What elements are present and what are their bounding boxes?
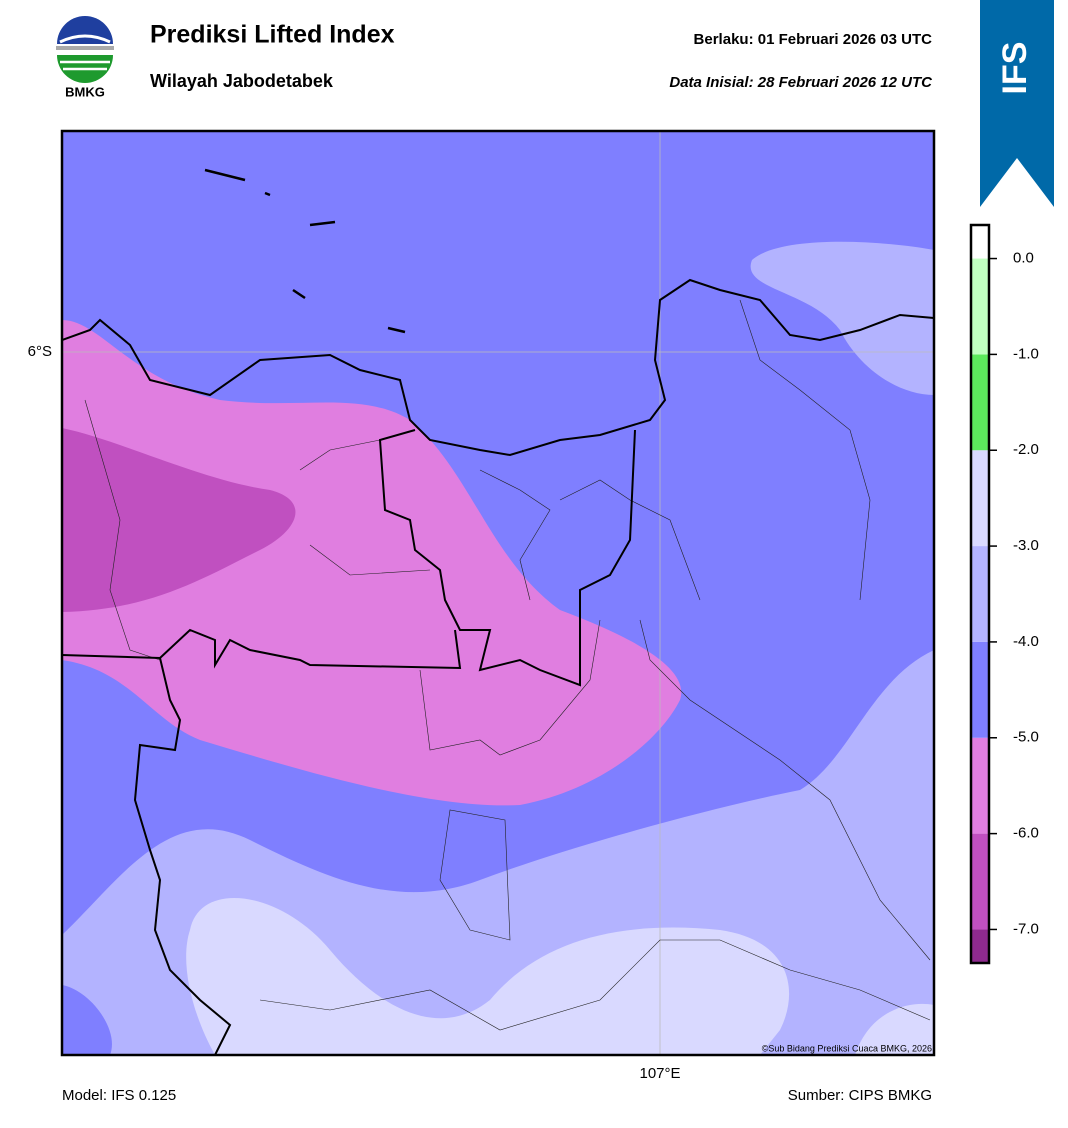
lat-label: 6°S bbox=[28, 343, 52, 360]
subtitle: Wilayah Jabodetabek bbox=[150, 71, 334, 91]
colorbar-segment bbox=[971, 354, 989, 451]
colorbar-segment bbox=[971, 929, 989, 963]
colorbar-segment bbox=[971, 258, 989, 355]
colorbar-segment bbox=[971, 833, 989, 930]
colorbar-tick-label: -4.0 bbox=[1013, 633, 1039, 650]
logo: BMKG bbox=[56, 16, 114, 99]
colorbar-segment bbox=[971, 450, 989, 547]
map-frame bbox=[60, 129, 936, 1057]
lon-label: 107°E bbox=[639, 1065, 680, 1082]
colorbar-frame bbox=[969, 223, 991, 965]
colorbar-segment bbox=[971, 737, 989, 834]
map bbox=[62, 131, 934, 1055]
colorbar-tick-label: -2.0 bbox=[1013, 441, 1039, 458]
colorbar-tick-label: -5.0 bbox=[1013, 729, 1039, 746]
colorbar-segment bbox=[971, 546, 989, 642]
logo-text: BMKG bbox=[65, 84, 105, 99]
title: Prediksi Lifted Index bbox=[150, 21, 395, 49]
source-label: Sumber: CIPS BMKG bbox=[788, 1087, 932, 1104]
model-badge-text: IFS bbox=[996, 42, 1034, 95]
model-badge bbox=[980, 0, 1054, 207]
colorbar-tick-label: -6.0 bbox=[1013, 825, 1039, 842]
init-time: Data Inisial: 28 Februari 2026 12 UTC bbox=[669, 74, 933, 91]
model-label: Model: IFS 0.125 bbox=[62, 1087, 176, 1104]
colorbar-tick-label: 0.0 bbox=[1013, 250, 1034, 267]
colorbar: 0.0 -1.0 -2.0 -3.0 -4.0 -5.0 -6.0 -7.0 bbox=[969, 223, 1039, 965]
credit: ©Sub Bidang Prediksi Cuaca BMKG, 2026 bbox=[762, 1043, 932, 1053]
colorbar-tick-label: -7.0 bbox=[1013, 920, 1039, 937]
colorbar-segment bbox=[971, 225, 989, 259]
valid-time: Berlaku: 01 Februari 2026 03 UTC bbox=[694, 31, 933, 48]
colorbar-segment bbox=[971, 641, 989, 738]
colorbar-tick-label: -3.0 bbox=[1013, 537, 1039, 554]
colorbar-tick-label: -1.0 bbox=[1013, 345, 1039, 362]
